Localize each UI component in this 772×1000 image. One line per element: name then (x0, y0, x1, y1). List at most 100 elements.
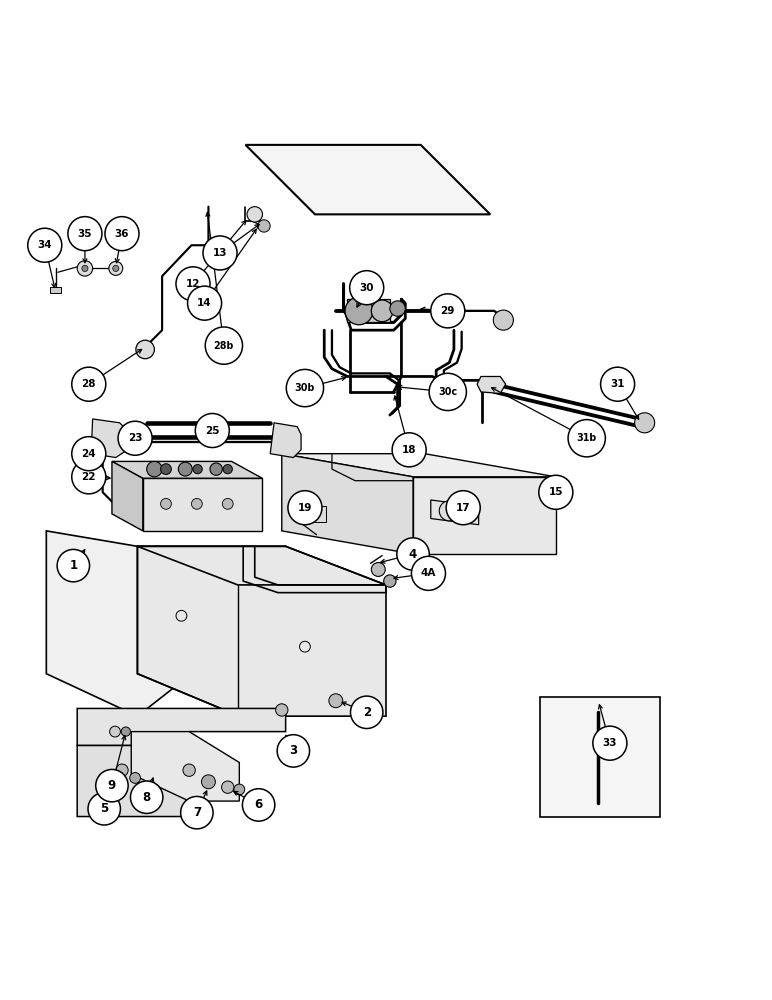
Text: 23: 23 (128, 433, 142, 443)
Circle shape (136, 340, 154, 359)
Polygon shape (77, 708, 286, 745)
Polygon shape (143, 478, 262, 531)
Circle shape (72, 460, 106, 494)
Circle shape (397, 538, 429, 570)
Circle shape (130, 781, 163, 813)
Text: 13: 13 (213, 248, 227, 258)
Text: 5: 5 (100, 802, 108, 815)
Circle shape (181, 796, 213, 829)
Text: 30b: 30b (295, 383, 315, 393)
Circle shape (110, 726, 120, 737)
Text: 31: 31 (611, 379, 625, 389)
Circle shape (109, 261, 123, 275)
Circle shape (188, 286, 222, 320)
Text: 30c: 30c (438, 387, 457, 397)
Circle shape (411, 556, 445, 590)
Circle shape (234, 784, 245, 795)
Polygon shape (245, 145, 490, 214)
Circle shape (201, 775, 215, 789)
Circle shape (88, 793, 120, 825)
Circle shape (147, 461, 162, 477)
Polygon shape (91, 419, 127, 458)
Text: 31b: 31b (577, 433, 597, 443)
Polygon shape (137, 546, 386, 716)
Circle shape (371, 300, 393, 322)
Circle shape (345, 297, 373, 325)
Circle shape (222, 781, 234, 793)
Bar (50, 287, 61, 293)
Circle shape (161, 464, 171, 475)
Text: 8: 8 (143, 791, 151, 804)
Polygon shape (131, 732, 239, 801)
Circle shape (539, 475, 573, 509)
Circle shape (329, 694, 343, 708)
Circle shape (28, 228, 62, 262)
Circle shape (446, 491, 480, 525)
Circle shape (286, 369, 323, 407)
Circle shape (178, 462, 192, 476)
Circle shape (72, 437, 106, 471)
Text: 35: 35 (78, 229, 92, 239)
Circle shape (210, 463, 222, 475)
Circle shape (431, 294, 465, 328)
Circle shape (601, 367, 635, 401)
Circle shape (493, 310, 513, 330)
Circle shape (242, 789, 275, 821)
Text: 4A: 4A (421, 568, 436, 578)
Text: 17: 17 (456, 503, 470, 513)
Text: 33: 33 (603, 738, 617, 748)
Circle shape (118, 421, 152, 455)
Polygon shape (282, 454, 556, 477)
Text: 12: 12 (186, 279, 200, 289)
Polygon shape (270, 423, 301, 458)
Bar (347, 299, 390, 322)
Circle shape (82, 265, 88, 271)
Polygon shape (431, 500, 479, 525)
Circle shape (258, 220, 270, 232)
Circle shape (205, 327, 242, 364)
Text: 24: 24 (82, 449, 96, 459)
Circle shape (116, 764, 128, 776)
Text: 4: 4 (409, 548, 417, 561)
Circle shape (72, 367, 106, 401)
Circle shape (635, 413, 655, 433)
Text: 36: 36 (115, 229, 129, 239)
Text: 34: 34 (38, 240, 52, 250)
Circle shape (222, 498, 233, 509)
Polygon shape (112, 461, 262, 478)
Circle shape (288, 491, 322, 525)
Circle shape (247, 207, 262, 222)
Circle shape (203, 236, 237, 270)
Polygon shape (77, 745, 189, 817)
Circle shape (429, 373, 466, 411)
Circle shape (130, 773, 141, 783)
Text: 25: 25 (205, 426, 219, 436)
Text: 15: 15 (549, 487, 563, 497)
Text: 18: 18 (402, 445, 416, 455)
Circle shape (350, 271, 384, 305)
Circle shape (68, 217, 102, 251)
Polygon shape (112, 461, 143, 531)
Circle shape (439, 501, 459, 521)
Circle shape (568, 420, 605, 457)
Circle shape (593, 726, 627, 760)
Circle shape (113, 265, 119, 271)
Polygon shape (477, 376, 506, 393)
Circle shape (96, 769, 128, 802)
Circle shape (191, 498, 202, 509)
Circle shape (77, 261, 93, 276)
Circle shape (277, 735, 310, 767)
Text: 14: 14 (198, 298, 212, 308)
Circle shape (105, 217, 139, 251)
Polygon shape (46, 531, 286, 716)
Polygon shape (540, 697, 660, 817)
Text: 30: 30 (360, 283, 374, 293)
Circle shape (392, 433, 426, 467)
Circle shape (223, 464, 232, 474)
Circle shape (350, 696, 383, 729)
Circle shape (161, 498, 171, 509)
Circle shape (371, 563, 385, 576)
Text: 22: 22 (82, 472, 96, 482)
Text: 2: 2 (363, 706, 371, 719)
Polygon shape (413, 477, 556, 554)
